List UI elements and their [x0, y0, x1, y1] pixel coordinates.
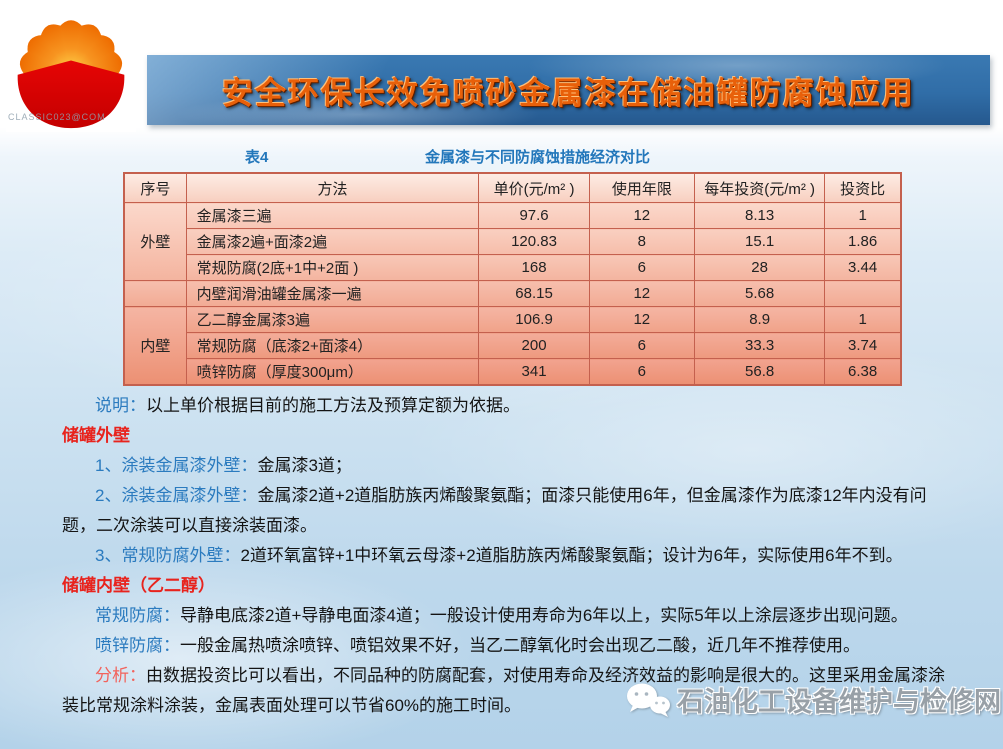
table-row: 外壁 金属漆三遍 97.6 12 8.13 1 [123, 202, 902, 281]
note-analysis: 分析：由数据投资比可以看出，不同品种的防腐配套，对使用寿命及经济效益的影响是很大… [62, 661, 947, 721]
note-item3: 3、常规防腐外壁：2道环氧富锌+1中环氧云母漆+2道脂肪族丙烯酸聚氨酯；设计为6… [62, 541, 947, 571]
table-row: 常规防腐(2底+1中+2面 ) 168 6 28 3.44 [124, 254, 902, 281]
table-cell-ratio: 3.74 [824, 332, 902, 359]
note-label: 说明： [95, 396, 146, 415]
table-row: 内壁润滑油罐金属漆一遍 68.15 12 5.68 [123, 280, 902, 307]
table-cell-price: 168 [478, 254, 590, 281]
table-cell-seq: 外壁 [123, 202, 187, 281]
table-cell-years: 12 [588, 306, 695, 333]
table-cell-annual: 28 [693, 254, 826, 281]
col-header-years: 使用年限 [588, 172, 695, 203]
table-cell-seq [123, 280, 187, 307]
note-text: 导静电底漆2道+导静电面漆4道；一般设计使用寿命为6年以上，实际5年以上涂层逐步… [180, 606, 908, 625]
table-cell-ratio: 3.44 [824, 254, 902, 281]
note-label: 分析： [95, 666, 146, 685]
note-item4: 常规防腐：导静电底漆2道+导静电面漆4道；一般设计使用寿命为6年以上，实际5年以… [62, 601, 947, 631]
note-text: 2道环氧富锌+1中环氧云母漆+2道脂肪族丙烯酸聚氨酯；设计为6年，实际使用6年不… [240, 546, 903, 565]
table-cell-ratio [824, 280, 902, 307]
table-number-label: 表4 [245, 149, 269, 166]
title-banner: 安全环保长效免喷砂金属漆在储油罐防腐蚀应用 [147, 55, 990, 125]
table-cell-price: 68.15 [478, 280, 590, 307]
site-watermark: 石油化工设备维护与检修网 [625, 680, 1001, 719]
table-cell-method: 金属漆2遍+面漆2遍 [185, 228, 480, 255]
table-cell-years: 6 [588, 332, 695, 359]
section-heading-exterior: 储罐外壁 [62, 426, 130, 445]
table-header-row: 序号 方法 单价(元/m² ) 使用年限 每年投资(元/m² ) 投资比 [123, 172, 902, 203]
note-text: 金属漆2道+2道脂肪族丙烯酸聚氨酯；面漆只能使用6年，但金属漆作为底漆12年内没… [62, 486, 927, 535]
table-cell-ratio: 1.86 [824, 228, 902, 255]
note-text: 一般金属热喷涂喷锌、喷铝效果不好，当乙二醇氧化时会出现乙二酸，近几年不推荐使用。 [180, 636, 860, 655]
petrochina-logo: CLASSIC023@COM [6, 2, 136, 132]
col-header-ratio: 投资比 [824, 172, 902, 203]
table-cell-annual: 56.8 [693, 358, 826, 386]
logo-watermark: CLASSIC023@COM [8, 112, 106, 122]
table-cell-method: 乙二醇金属漆3遍 [185, 306, 480, 333]
note-label: 2、涂装金属漆外壁： [95, 486, 258, 505]
table-cell-annual: 8.9 [693, 306, 826, 333]
table-caption-row: 表4 金属漆与不同防腐蚀措施经济对比 [123, 146, 902, 166]
table-cell-years: 12 [588, 280, 695, 307]
note-label: 1、涂装金属漆外壁： [95, 456, 258, 475]
notes-section: 说明：以上单价根据目前的施工方法及预算定额为依据。 储罐外壁 1、涂装金属漆外壁… [62, 391, 947, 721]
table-row: 常规防腐（底漆2+面漆4） 200 6 33.3 3.74 [124, 332, 902, 359]
table-cell-method: 金属漆三遍 [185, 202, 480, 229]
table-cell-price: 97.6 [478, 202, 590, 229]
table-cell-price: 341 [478, 358, 590, 386]
col-header-annual: 每年投资(元/m² ) [693, 172, 826, 203]
petrochina-logo-icon [17, 20, 125, 129]
table-cell-price: 106.9 [478, 306, 590, 333]
table-cell-price: 200 [478, 332, 590, 359]
table-cell-ratio: 1 [824, 306, 902, 333]
note-text: 金属漆3道； [257, 456, 352, 475]
table-cell-ratio: 6.38 [824, 358, 902, 386]
note-shuoming: 说明：以上单价根据目前的施工方法及预算定额为依据。 [62, 391, 947, 421]
table-cell-annual: 8.13 [693, 202, 826, 229]
table-cell-method: 喷锌防腐（厚度300μm） [185, 358, 480, 386]
table-cell-years: 12 [588, 202, 695, 229]
col-header-method: 方法 [185, 172, 480, 203]
table-row: 金属漆2遍+面漆2遍 120.83 8 15.1 1.86 [124, 228, 902, 255]
wechat-icon [625, 681, 671, 719]
page-title: 安全环保长效免喷砂金属漆在储油罐防腐蚀应用 [222, 75, 915, 112]
table-cell-annual: 33.3 [693, 332, 826, 359]
note-item1: 1、涂装金属漆外壁：金属漆3道； [62, 451, 947, 481]
economic-comparison-table: 序号 方法 单价(元/m² ) 使用年限 每年投资(元/m² ) 投资比 外壁 … [123, 172, 902, 386]
table-cell-seq: 内壁 [123, 306, 187, 386]
note-label: 3、常规防腐外壁： [95, 546, 241, 565]
table-cell-method: 常规防腐(2底+1中+2面 ) [185, 254, 480, 281]
table-cell-years: 6 [588, 358, 695, 386]
table-cell-years: 6 [588, 254, 695, 281]
note-item2: 2、涂装金属漆外壁：金属漆2道+2道脂肪族丙烯酸聚氨酯；面漆只能使用6年，但金属… [62, 481, 947, 541]
note-item5: 喷锌防腐：一般金属热喷涂喷锌、喷铝效果不好，当乙二醇氧化时会出现乙二酸，近几年不… [62, 631, 947, 661]
note-label: 常规防腐： [95, 606, 180, 625]
table-cell-years: 8 [588, 228, 695, 255]
col-header-seq: 序号 [123, 172, 187, 203]
table-cell-method: 常规防腐（底漆2+面漆4） [185, 332, 480, 359]
table-cell-method: 内壁润滑油罐金属漆一遍 [185, 280, 480, 307]
table-cell-annual: 5.68 [693, 280, 826, 307]
watermark-text: 石油化工设备维护与检修网 [677, 687, 1001, 717]
table-row: 喷锌防腐（厚度300μm） 341 6 56.8 6.38 [124, 358, 902, 386]
note-text: 由数据投资比可以看出，不同品种的防腐配套，对使用寿命及经济效益的影响是很大的。这… [62, 666, 945, 715]
col-header-price: 单价(元/m² ) [478, 172, 590, 203]
note-text: 以上单价根据目前的施工方法及预算定额为依据。 [146, 396, 520, 415]
table-cell-ratio: 1 [824, 202, 902, 229]
table-row: 内壁 乙二醇金属漆3遍 106.9 12 8.9 1 [123, 306, 902, 386]
table-cell-annual: 15.1 [693, 228, 826, 255]
note-label: 喷锌防腐： [95, 636, 180, 655]
table-cell-price: 120.83 [478, 228, 590, 255]
table-caption: 金属漆与不同防腐蚀措施经济对比 [425, 149, 651, 166]
section-heading-interior: 储罐内壁（乙二醇） [62, 576, 215, 595]
